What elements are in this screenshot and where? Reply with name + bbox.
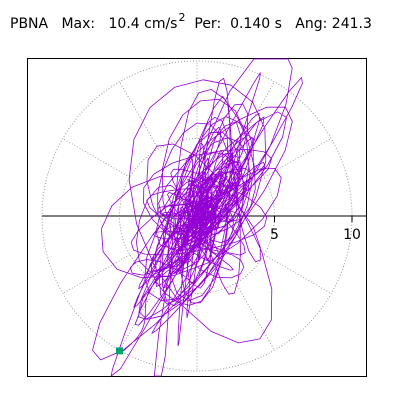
grid-spoke-60 bbox=[235, 81, 275, 150]
grid-spoke-120 bbox=[119, 81, 159, 150]
ang-value: 241.3 bbox=[331, 16, 372, 32]
ang-label: Ang: bbox=[295, 16, 328, 32]
chart-header: PBNA Max: 10.4 cm/s2 Per: 0.140 s Ang: 2… bbox=[10, 11, 372, 35]
per-value: 0.140 s bbox=[230, 16, 282, 32]
max-label: Max: bbox=[61, 16, 96, 32]
orbit-trace-layer bbox=[92, 58, 303, 377]
max-exponent: 2 bbox=[178, 11, 186, 24]
per-label: Per: bbox=[194, 16, 222, 32]
plot-frame bbox=[27, 58, 367, 377]
grid-spoke-330 bbox=[263, 254, 332, 294]
grid-spoke-300 bbox=[235, 282, 275, 351]
peak-marker bbox=[116, 347, 123, 355]
tick-labels: 5 10 bbox=[270, 227, 361, 243]
tick-label-5: 5 bbox=[270, 227, 279, 243]
grid-spoke-30 bbox=[263, 138, 332, 178]
station-name: PBNA bbox=[10, 16, 49, 32]
grid-spoke-150 bbox=[62, 138, 131, 178]
tick-label-10: 10 bbox=[343, 227, 361, 243]
marker-layer bbox=[116, 347, 123, 355]
orbit-trace bbox=[92, 58, 303, 377]
max-value: 10.4 cm/s bbox=[108, 16, 178, 32]
grid-spoke-210 bbox=[62, 254, 131, 294]
